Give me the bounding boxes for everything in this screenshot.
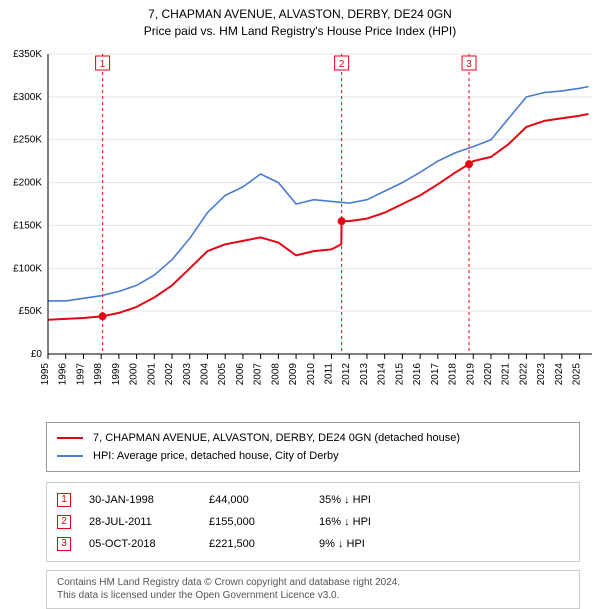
svg-text:£300K: £300K — [13, 91, 42, 102]
svg-text:2013: 2013 — [359, 362, 370, 385]
event-badge: 1 — [57, 493, 71, 507]
svg-text:2020: 2020 — [483, 362, 494, 385]
chart-container: £0 £50K £100K £150K £200K £250K £300K £350K 1995… — [0, 44, 600, 414]
event-price: £221,500 — [209, 538, 319, 550]
svg-text:1: 1 — [100, 59, 106, 70]
legend-label: HPI: Average price, detached house, City… — [93, 450, 339, 462]
svg-text:1996: 1996 — [58, 362, 69, 385]
event-row: 1 30-JAN-1998£44,00035% ↓ HPI — [57, 489, 569, 511]
svg-text:2001: 2001 — [146, 362, 157, 385]
svg-text:1999: 1999 — [111, 362, 122, 385]
svg-text:£0: £0 — [31, 349, 43, 360]
legend: 7, CHAPMAN AVENUE, ALVASTON, DERBY, DE24… — [46, 422, 580, 472]
svg-text:2021: 2021 — [501, 362, 512, 385]
title-line-1: 7, CHAPMAN AVENUE, ALVASTON, DERBY, DE24… — [8, 6, 592, 23]
event-date: 30-JAN-1998 — [89, 494, 209, 506]
svg-text:2016: 2016 — [412, 362, 423, 385]
svg-text:£350K: £350K — [13, 49, 42, 60]
svg-text:2003: 2003 — [182, 362, 193, 385]
svg-text:2007: 2007 — [253, 362, 264, 385]
svg-text:2024: 2024 — [554, 362, 565, 385]
svg-text:2019: 2019 — [465, 362, 476, 385]
event-diff: 35% ↓ HPI — [319, 494, 371, 506]
svg-text:£100K: £100K — [13, 263, 42, 274]
svg-text:2017: 2017 — [430, 362, 441, 385]
svg-text:£150K: £150K — [13, 220, 42, 231]
legend-row: HPI: Average price, detached house, City… — [57, 447, 569, 465]
svg-text:£200K: £200K — [13, 177, 42, 188]
event-row: 2 28-JUL-2011£155,00016% ↓ HPI — [57, 511, 569, 533]
svg-text:2012: 2012 — [341, 362, 352, 385]
svg-text:2005: 2005 — [217, 362, 228, 385]
svg-text:2014: 2014 — [377, 362, 388, 385]
svg-text:2022: 2022 — [518, 362, 529, 385]
footer-line-2: This data is licensed under the Open Gov… — [57, 589, 569, 603]
event-date: 05-OCT-2018 — [89, 538, 209, 550]
svg-text:2011: 2011 — [324, 362, 335, 384]
event-diff: 9% ↓ HPI — [319, 538, 365, 550]
attribution-footer: Contains HM Land Registry data © Crown c… — [46, 570, 580, 609]
legend-row: 7, CHAPMAN AVENUE, ALVASTON, DERBY, DE24… — [57, 429, 569, 447]
event-badge: 3 — [57, 537, 71, 551]
svg-text:2008: 2008 — [270, 362, 281, 385]
svg-text:2000: 2000 — [129, 362, 140, 385]
price-chart: £0 £50K £100K £150K £200K £250K £300K £350K 1995… — [0, 44, 600, 414]
svg-text:2015: 2015 — [394, 362, 405, 385]
svg-text:2009: 2009 — [288, 362, 299, 385]
event-date: 28-JUL-2011 — [89, 516, 209, 528]
title-line-2: Price paid vs. HM Land Registry's House … — [8, 23, 592, 40]
svg-text:2004: 2004 — [199, 362, 210, 385]
footer-line-1: Contains HM Land Registry data © Crown c… — [57, 576, 569, 590]
events-table: 1 30-JAN-1998£44,00035% ↓ HPI 2 28-JUL-2011… — [46, 482, 580, 562]
svg-text:1995: 1995 — [40, 362, 51, 385]
svg-text:2023: 2023 — [536, 362, 547, 385]
svg-text:£250K: £250K — [13, 134, 42, 145]
event-badge: 2 — [57, 515, 71, 529]
svg-text:2018: 2018 — [448, 362, 459, 385]
svg-text:2025: 2025 — [572, 362, 583, 385]
svg-text:1998: 1998 — [93, 362, 104, 385]
legend-swatch — [57, 437, 83, 439]
svg-text:£50K: £50K — [19, 306, 43, 317]
event-price: £155,000 — [209, 516, 319, 528]
svg-text:2010: 2010 — [306, 362, 317, 385]
legend-label: 7, CHAPMAN AVENUE, ALVASTON, DERBY, DE24… — [93, 432, 460, 444]
event-price: £44,000 — [209, 494, 319, 506]
svg-text:2: 2 — [339, 59, 345, 70]
svg-text:2006: 2006 — [235, 362, 246, 385]
chart-titles: 7, CHAPMAN AVENUE, ALVASTON, DERBY, DE24… — [0, 0, 600, 44]
event-diff: 16% ↓ HPI — [319, 516, 371, 528]
legend-swatch — [57, 455, 83, 457]
svg-text:3: 3 — [466, 59, 472, 70]
svg-text:2002: 2002 — [164, 362, 175, 385]
event-row: 3 05-OCT-2018£221,5009% ↓ HPI — [57, 533, 569, 555]
svg-text:1997: 1997 — [75, 362, 86, 385]
